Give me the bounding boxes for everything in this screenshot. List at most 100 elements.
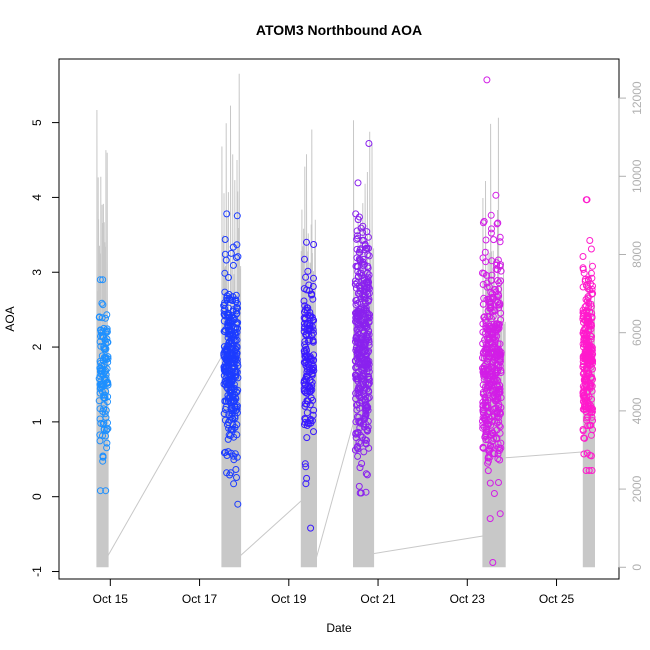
data-point (357, 381, 365, 389)
data-point (365, 252, 373, 260)
data-point (496, 510, 504, 518)
data-point (352, 210, 360, 218)
data-point (481, 383, 489, 391)
line-connector-2 (240, 500, 302, 556)
data-point (490, 236, 498, 244)
data-point (358, 291, 366, 299)
line-connector-4 (373, 535, 483, 555)
data-point (228, 405, 236, 413)
data-point (482, 236, 490, 244)
data-point (301, 349, 309, 357)
data-point (587, 356, 595, 364)
data-point (365, 271, 373, 279)
data-point (479, 219, 487, 227)
data-point (480, 217, 488, 225)
data-point (587, 431, 595, 439)
data-point (99, 301, 107, 309)
x-tick-label: Oct 19 (271, 592, 307, 606)
data-point (359, 222, 367, 230)
data-point (479, 340, 487, 348)
data-point (365, 140, 373, 147)
data-point (482, 319, 490, 327)
line-connector-3 (315, 422, 354, 558)
data-point (303, 434, 311, 442)
data-point (487, 345, 495, 353)
y-axis: -1 0 1 2 3 4 5 (30, 119, 60, 577)
data-point (585, 321, 593, 329)
data-point (231, 368, 239, 376)
x-axis-label: Date (326, 621, 352, 635)
data-point (360, 372, 368, 380)
data-point (353, 245, 361, 253)
data-point (486, 304, 494, 312)
data-point (303, 304, 311, 312)
data-point (482, 431, 489, 439)
data-point (307, 524, 315, 532)
y2-tick-label: 2000 (630, 475, 644, 502)
data-point (364, 297, 372, 305)
data-point (479, 254, 487, 262)
data-point (364, 264, 372, 272)
data-point (479, 417, 486, 425)
data-point (229, 414, 237, 422)
data-point (357, 224, 365, 232)
data-point (100, 370, 107, 378)
data-point (101, 344, 109, 352)
data-point (221, 236, 229, 243)
data-point (351, 446, 359, 454)
data-point (579, 427, 587, 435)
data-point (480, 444, 488, 452)
data-point (233, 388, 241, 396)
data-point (233, 254, 240, 262)
data-point (301, 421, 308, 429)
data-point (300, 385, 308, 393)
data-point (223, 311, 231, 319)
data-point (479, 444, 487, 452)
data-point (221, 269, 229, 277)
data-point (301, 352, 309, 360)
data-point (488, 427, 496, 435)
x-tick-label: Oct 15 (93, 592, 129, 606)
data-point (353, 325, 361, 333)
data-point (229, 308, 237, 315)
data-point (494, 366, 502, 374)
data-point (580, 393, 588, 401)
data-point (352, 389, 360, 397)
data-point (488, 271, 496, 279)
data-point (229, 261, 237, 269)
data-point (358, 236, 366, 244)
data-point (301, 402, 309, 410)
y-tick-label: 4 (30, 194, 44, 201)
data-point (365, 379, 373, 387)
data-point (301, 255, 308, 263)
data-point (481, 350, 489, 357)
data-point (360, 275, 368, 283)
data-point (302, 273, 310, 281)
x-axis: Oct 15 Oct 17 Oct 19 Oct 21 Oct 23 Oct 25 (93, 578, 575, 606)
data-point (364, 423, 372, 431)
line-connector-5 (505, 451, 584, 459)
data-point (496, 233, 504, 241)
data-point (305, 384, 313, 392)
series-5 (479, 76, 505, 566)
x-tick-label: Oct 17 (182, 592, 218, 606)
data-point (496, 300, 504, 307)
data-point (361, 384, 369, 392)
data-point (481, 336, 488, 344)
data-point (233, 402, 241, 410)
data-point (494, 325, 501, 333)
data-point (580, 377, 588, 385)
data-point (104, 338, 111, 346)
data-point (588, 395, 595, 403)
data-point (221, 397, 229, 405)
data-point (584, 399, 592, 407)
data-point (220, 449, 228, 457)
data-point (364, 404, 371, 412)
data-point (491, 285, 499, 293)
data-point (486, 372, 494, 380)
data-point (495, 418, 503, 426)
data-point (309, 396, 317, 404)
data-point (493, 220, 501, 228)
data-point (487, 444, 495, 452)
